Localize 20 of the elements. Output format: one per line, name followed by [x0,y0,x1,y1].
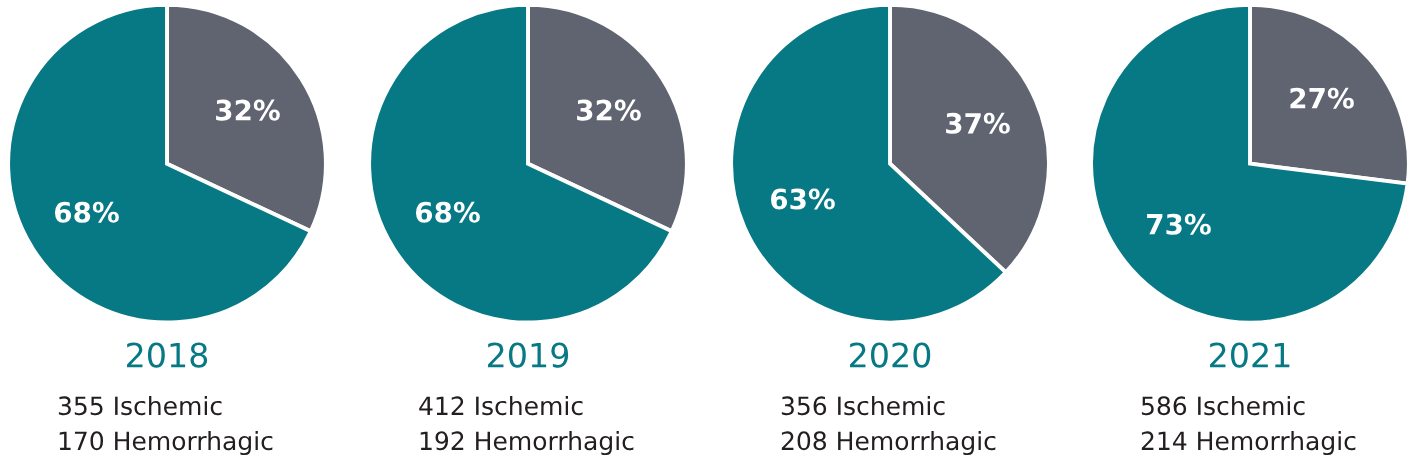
text: 2021 [1210,342,1290,368]
text: 2019 [488,342,569,368]
text: 170 Hemorrhagic [59,430,273,456]
data-label: 32% [577,99,641,121]
text: 214 Hemorrhagic [1141,430,1356,456]
data-label: 32% [216,99,280,121]
data-label: 63% [770,188,835,210]
text: 2020 [850,342,931,368]
text: 356 Ischemic [781,395,945,416]
text: 586 Ischemic [1141,395,1305,416]
text: 412 Ischemic [419,395,583,416]
data-label: 27% [1290,87,1354,109]
text: 355 Ischemic [58,395,222,416]
text: 2018 [127,342,208,368]
data-label: 68% [54,201,119,223]
data-label: 73% [1147,213,1211,235]
data-label: 37% [946,112,1010,134]
text: 208 Hemorrhagic [781,430,996,456]
text: 192 Hemorrhagic [420,430,634,456]
data-label: 68% [415,201,480,223]
